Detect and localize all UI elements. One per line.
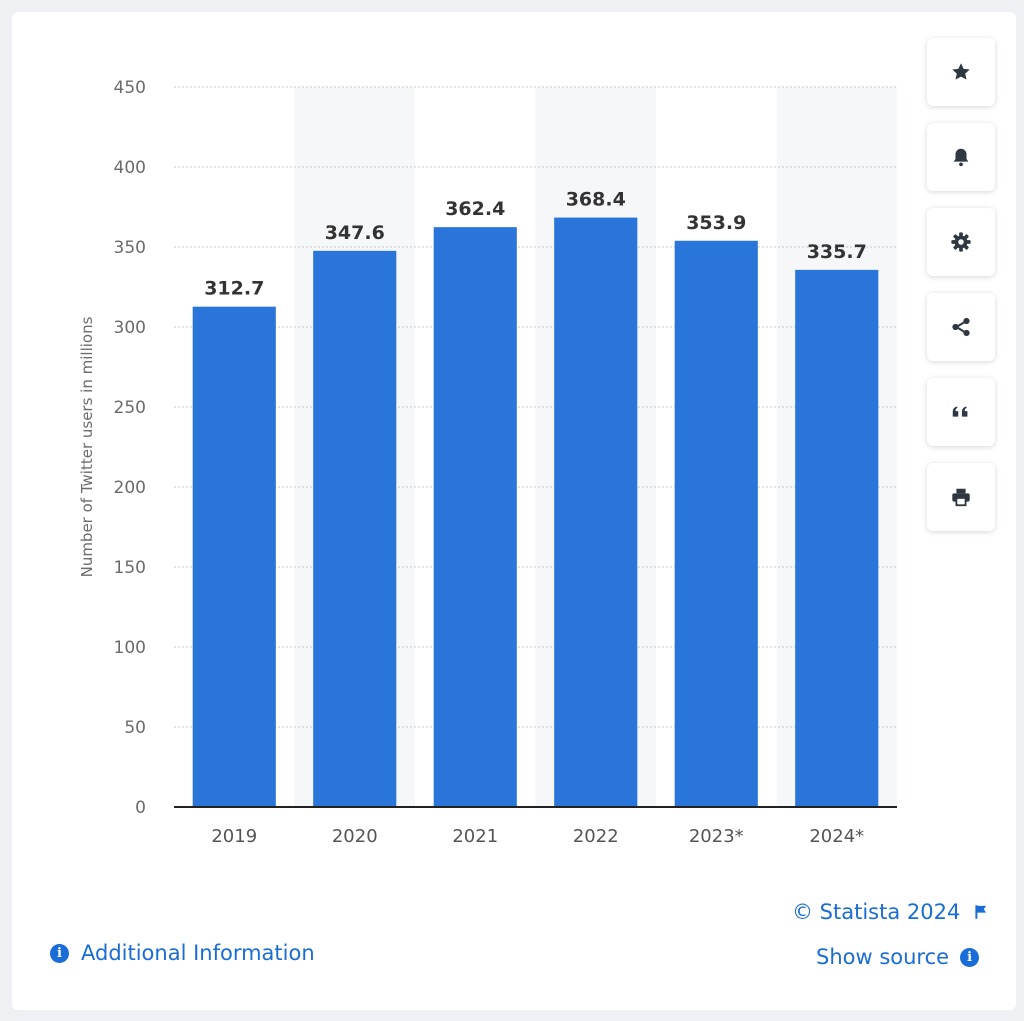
bar-2019[interactable] xyxy=(192,306,276,807)
y-tick-label: 100 xyxy=(114,638,146,658)
value-labels: 312.7 347.6 362.4 368.4 353.9 335.7 xyxy=(204,189,867,300)
cite-button[interactable] xyxy=(927,378,995,446)
copyright-link[interactable]: © Statista 2024 xyxy=(792,900,990,924)
share-icon xyxy=(952,317,970,337)
y-tick-label: 300 xyxy=(114,318,146,338)
print-icon xyxy=(952,488,970,507)
settings-button[interactable] xyxy=(927,208,995,276)
value-label: 312.7 xyxy=(204,278,264,300)
bar-2023*[interactable] xyxy=(674,240,758,807)
gear-icon xyxy=(951,232,971,252)
show-source-text: Show source xyxy=(816,945,950,969)
additional-information-link[interactable]: i Additional Information xyxy=(50,941,315,965)
y-tick-label: 50 xyxy=(124,718,146,738)
value-label: 335.7 xyxy=(807,241,867,263)
y-tick-label: 400 xyxy=(114,158,146,178)
bars xyxy=(192,217,879,808)
x-tick-label: 2024* xyxy=(809,826,864,847)
share-button[interactable] xyxy=(927,293,995,361)
x-axis-labels: 2019 2020 2021 2022 2023* 2024* xyxy=(211,826,864,847)
y-tick-label: 150 xyxy=(114,558,146,578)
info-icon: i xyxy=(50,943,69,963)
quote-icon xyxy=(952,406,968,417)
gridlines xyxy=(174,86,897,728)
y-tick-label: 450 xyxy=(114,78,146,98)
show-source-link[interactable]: Show source i xyxy=(816,945,980,969)
y-tick-label: 0 xyxy=(135,798,146,818)
y-tick-label: 200 xyxy=(114,478,146,498)
copyright-text: © Statista 2024 xyxy=(792,900,961,924)
chart-toolbar xyxy=(927,38,997,548)
bell-icon xyxy=(953,148,969,167)
flag-icon xyxy=(975,905,987,919)
bar-2024*[interactable] xyxy=(795,269,879,807)
x-tick-label: 2021 xyxy=(452,826,498,847)
favorite-button[interactable] xyxy=(927,38,995,106)
value-label: 368.4 xyxy=(566,189,626,211)
info-icon: i xyxy=(960,947,980,967)
bar-2022[interactable] xyxy=(554,217,638,807)
x-tick-label: 2020 xyxy=(332,826,378,847)
bar-2021[interactable] xyxy=(433,227,517,807)
additional-information-text: Additional Information xyxy=(81,941,315,965)
x-tick-label: 2023* xyxy=(689,826,744,847)
value-label: 347.6 xyxy=(325,222,385,244)
value-label: 362.4 xyxy=(445,198,505,220)
y-tick-label: 350 xyxy=(114,238,146,258)
notification-button[interactable] xyxy=(927,123,995,191)
y-axis-title: Number of Twitter users in millions xyxy=(78,316,96,577)
y-axis-ticks: 0 50 100 150 200 250 300 350 400 450 xyxy=(114,78,146,818)
star-icon xyxy=(952,63,970,80)
print-button[interactable] xyxy=(927,463,995,531)
x-tick-label: 2022 xyxy=(573,826,619,847)
value-label: 353.9 xyxy=(686,212,746,234)
bar-2020[interactable] xyxy=(313,250,397,808)
x-tick-label: 2019 xyxy=(211,826,257,847)
y-tick-label: 250 xyxy=(114,398,146,418)
